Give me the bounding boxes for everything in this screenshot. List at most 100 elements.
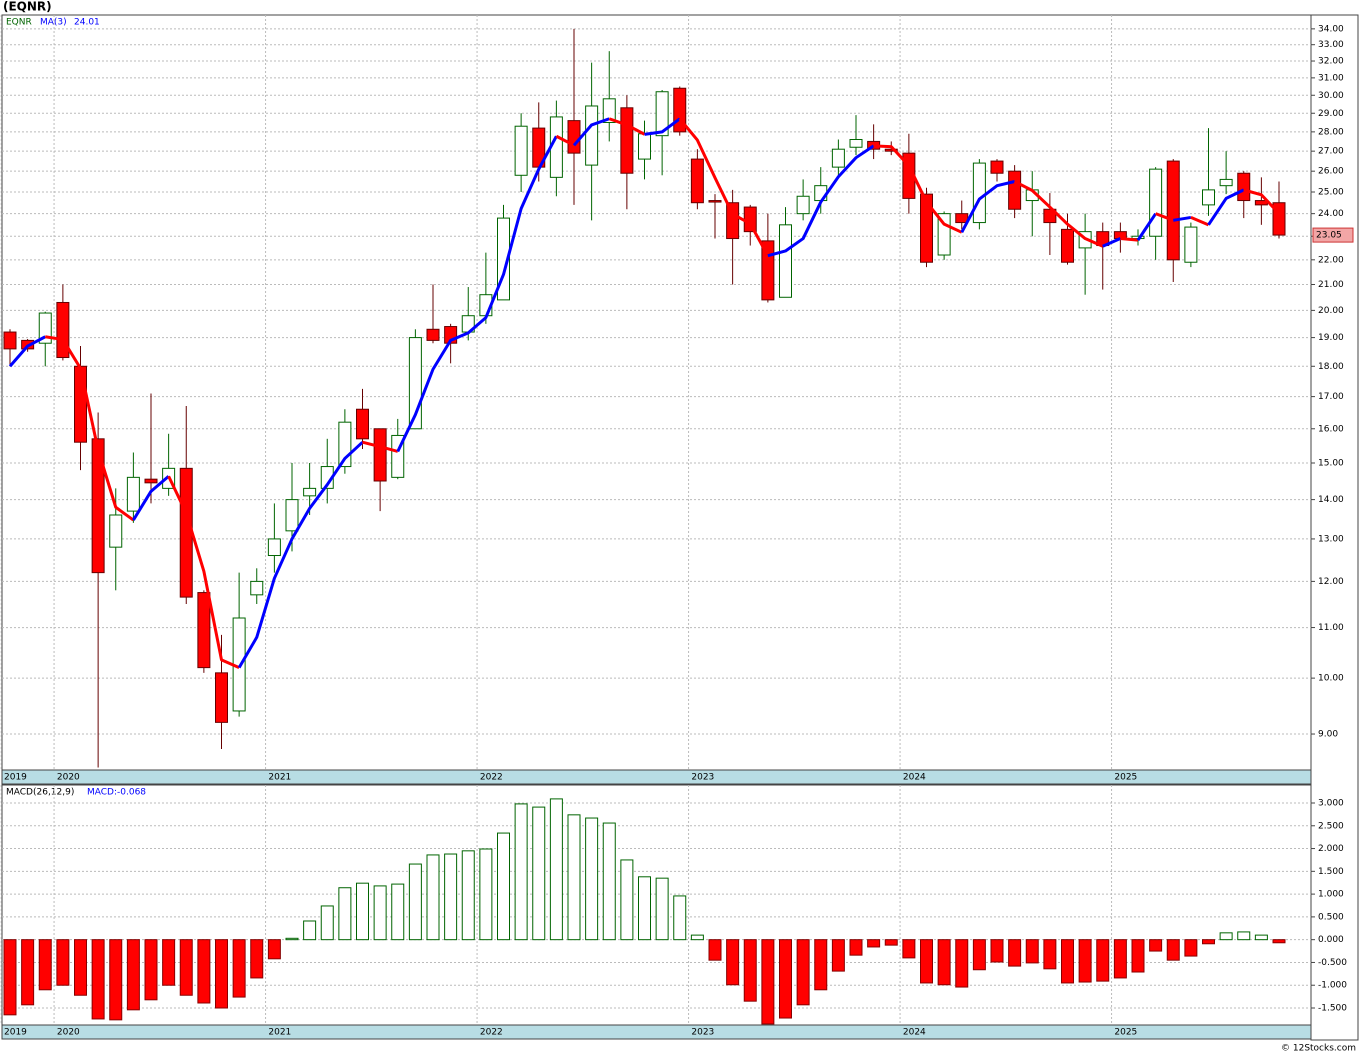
ma-line: [167, 475, 240, 669]
macd-bar: [620, 859, 634, 941]
macd-bar: [602, 822, 616, 941]
x-tick-label: 2021: [268, 773, 291, 783]
macd-bar: [1061, 939, 1074, 984]
macd-bar: [514, 803, 528, 941]
y-tick-label: 22.00: [1318, 255, 1344, 265]
candle-body: [1219, 178, 1233, 187]
y-axis-area: [1310, 14, 1359, 1041]
legend-ticker: EQNR: [6, 18, 32, 28]
y-tick-label: 30.00: [1318, 91, 1344, 101]
y-tick-label: 15.00: [1318, 459, 1344, 469]
ma-line: [1013, 180, 1104, 248]
candle-body: [655, 91, 669, 137]
x-tick-label: 2025: [1114, 773, 1137, 783]
ma-line: [1190, 216, 1210, 227]
macd-bar: [126, 939, 140, 1011]
candle-body: [708, 200, 722, 203]
macd-bar: [1025, 939, 1039, 964]
ma-line: [362, 440, 399, 453]
ma-line: [608, 117, 646, 136]
candle-body: [743, 206, 757, 233]
macd-bar: [391, 883, 405, 941]
date-axis: [1, 769, 1312, 785]
macd-bar: [673, 895, 687, 941]
macd-bar: [849, 939, 863, 956]
ma-line: [237, 441, 364, 669]
y-tick-label: 10.00: [1318, 674, 1344, 684]
macd-bar: [426, 854, 440, 941]
macd-bar: [1096, 939, 1110, 982]
candle-body: [884, 148, 898, 152]
x-tick-label: 2020: [57, 1028, 80, 1038]
macd-bar: [197, 939, 211, 1004]
x-tick-label: 2019: [4, 773, 27, 783]
y-tick-label: 13.00: [1318, 534, 1344, 544]
y-tick-label: 19.00: [1318, 333, 1344, 343]
ma-line: [572, 117, 610, 147]
candle-body: [74, 365, 87, 443]
ma-line: [555, 134, 575, 147]
macd-bar: [267, 939, 281, 960]
y-tick-label: -1.500: [1318, 1004, 1347, 1014]
candle-body: [849, 139, 863, 148]
x-tick-label: 2022: [480, 773, 503, 783]
y-tick-label: 0.000: [1318, 935, 1344, 945]
ma-line: [45, 335, 135, 522]
macd-bar: [338, 887, 352, 941]
macd-bar: [179, 939, 193, 996]
macd-bar: [867, 939, 881, 948]
macd-bar: [320, 905, 334, 941]
macd-bar: [585, 817, 599, 941]
macd-bar: [831, 939, 845, 972]
macd-bar: [356, 882, 369, 941]
macd-bar: [761, 939, 775, 1025]
candle-body: [179, 467, 193, 598]
macd-bar: [461, 850, 475, 941]
macd-bar: [303, 920, 317, 941]
macd-bar: [215, 939, 228, 1009]
y-tick-label: 2.500: [1318, 821, 1344, 831]
last-price-box: [1312, 227, 1354, 243]
macd-bar: [902, 939, 916, 959]
candle-body: [144, 478, 158, 484]
ma-line: [132, 475, 170, 521]
candle-body: [567, 120, 581, 154]
macd-bar: [1043, 939, 1057, 970]
candle-body: [620, 107, 634, 174]
macd-title: MACD(26,12,9): [6, 788, 74, 798]
candle-body: [3, 331, 17, 350]
x-tick-label: 2022: [480, 1028, 503, 1038]
macd-bar: [1078, 939, 1092, 983]
candle-body: [1166, 160, 1180, 261]
y-tick-label: -1.000: [1318, 981, 1347, 991]
ma-line: [1136, 212, 1157, 241]
macd-bar: [232, 939, 246, 998]
macd-bar: [38, 939, 52, 991]
y-tick-label: -0.500: [1318, 958, 1347, 968]
x-tick-label: 2021: [268, 1028, 291, 1038]
candle-body: [38, 312, 52, 344]
macd-bar: [972, 939, 986, 971]
candle-body: [126, 476, 140, 512]
macd-bar: [884, 939, 898, 946]
macd-bar: [109, 939, 123, 1021]
last-price-label: 23.05: [1316, 231, 1342, 241]
macd-bar: [990, 939, 1004, 963]
macd-bar: [1113, 939, 1127, 979]
legend-ma-value: 24.01: [74, 18, 100, 28]
x-tick-label: 2024: [903, 1028, 926, 1038]
ma-line: [1207, 188, 1245, 226]
macd-bar: [796, 939, 810, 1006]
y-tick-label: 20.00: [1318, 306, 1344, 316]
y-tick-label: 28.00: [1318, 127, 1344, 137]
macd-bar: [1184, 939, 1198, 957]
candle-body: [1149, 168, 1163, 237]
candle-body: [726, 202, 740, 240]
macd-bar: [726, 939, 740, 986]
candle-body: [602, 98, 616, 123]
candle-body: [373, 428, 387, 482]
candle-body: [109, 514, 123, 548]
candle-body: [285, 499, 299, 532]
macd-bar: [3, 939, 17, 1016]
candle-body: [514, 125, 528, 176]
